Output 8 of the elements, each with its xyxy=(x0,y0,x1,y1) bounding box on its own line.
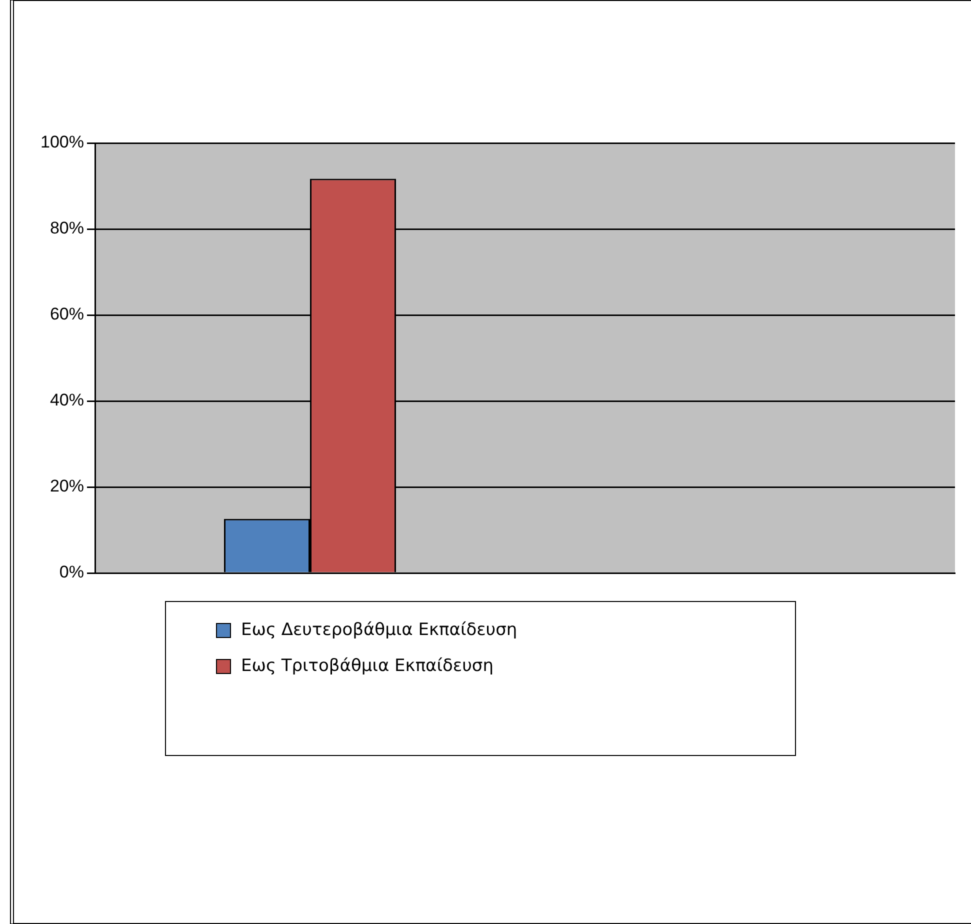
y-tick-label: 20% xyxy=(50,476,84,496)
y-tick-label: 40% xyxy=(50,390,84,410)
y-tick-label: 80% xyxy=(50,218,84,238)
y-tick-label: 0% xyxy=(59,562,84,582)
legend-label: Εως Τριτοβάθμια Εκπαίδευση xyxy=(241,656,494,676)
y-tick-label: 60% xyxy=(50,304,84,324)
y-tick-label: 100% xyxy=(40,132,84,152)
legend-label: Εως Δευτεροβάθμια Εκπαίδευση xyxy=(241,620,518,640)
